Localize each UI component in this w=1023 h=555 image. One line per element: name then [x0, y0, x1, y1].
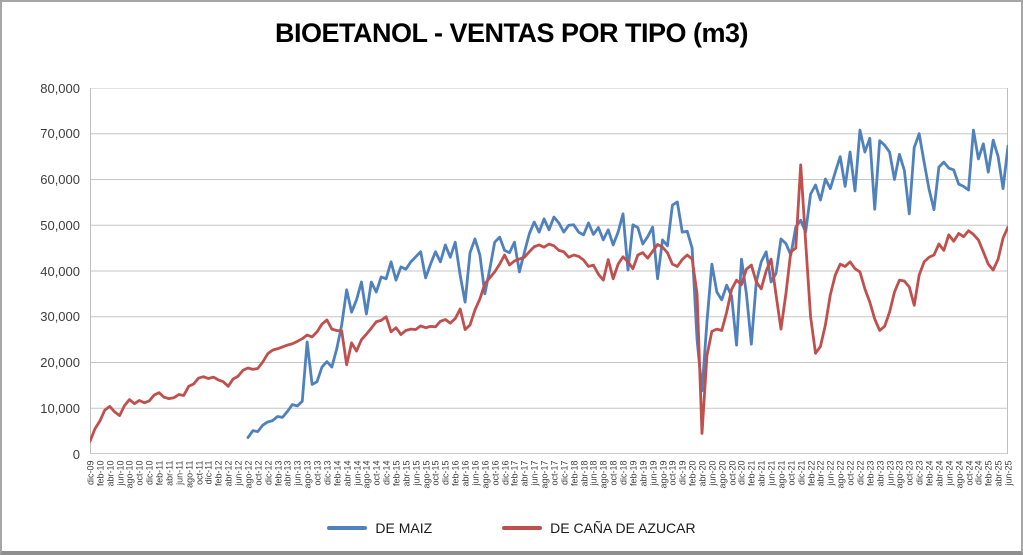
y-tick-label: 20,000 — [40, 355, 80, 370]
y-tick-label: 80,000 — [40, 80, 80, 96]
legend: DE MAIZ DE CAÑA DE AZUCAR — [2, 520, 1021, 536]
series-line-de-ca-a-de-azucar — [90, 163, 1008, 443]
y-tick-label: 60,000 — [40, 172, 80, 187]
series-line-de-maiz — [246, 128, 1008, 439]
plot-area — [90, 88, 1008, 454]
y-tick-label: 40,000 — [40, 263, 80, 279]
legend-item-de-cana-de-azucar: DE CAÑA DE AZUCAR — [502, 520, 696, 536]
x-tick-label: ago-24 — [954, 460, 965, 489]
legend-line-sample-de-cana-de-azucar — [502, 526, 543, 530]
x-tick-label: jun-19 — [648, 460, 659, 486]
chart-canvas — [90, 88, 1008, 454]
x-tick-label: jun-25 — [1003, 460, 1014, 486]
y-tick-label: 30,000 — [40, 309, 80, 325]
y-tick-label: 10,000 — [40, 400, 80, 416]
x-tick-label: abr-14 — [342, 460, 353, 487]
legend-line-sample-de-maiz — [327, 526, 368, 530]
y-tick-label: 50,000 — [40, 217, 80, 233]
legend-label-de-maiz: DE MAIZ — [375, 520, 433, 536]
y-tick-label: 0 — [72, 446, 80, 462]
legend-item-de-maiz: DE MAIZ — [327, 520, 432, 536]
y-tick-label: 70,000 — [40, 126, 80, 142]
legend-label-de-cana-de-azucar: DE CAÑA DE AZUCAR — [550, 520, 696, 536]
chart-title: BIOETANOL - VENTAS POR TIPO (m3) — [274, 18, 749, 48]
